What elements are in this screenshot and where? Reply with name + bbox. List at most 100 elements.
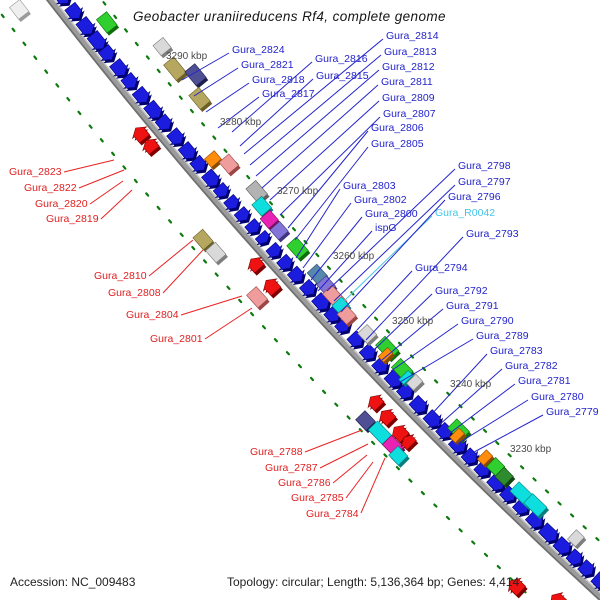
- gene-block[interactable]: [406, 373, 424, 391]
- gene-label-Gura_2807[interactable]: Gura_2807: [383, 108, 436, 120]
- gene-block[interactable]: [286, 236, 309, 260]
- gene-arrow[interactable]: [129, 122, 152, 144]
- gene-label-Gura_2811[interactable]: Gura_2811: [381, 76, 433, 88]
- gene-arrow[interactable]: [52, 0, 75, 9]
- gene-arrow[interactable]: [264, 241, 285, 262]
- gene-arrow[interactable]: [222, 193, 243, 214]
- gene-label-Gura_2793[interactable]: Gura_2793: [466, 228, 519, 240]
- gene-block[interactable]: [357, 324, 378, 344]
- gene-arrow[interactable]: [63, 1, 86, 24]
- gene-label-Gura_2815[interactable]: Gura_2815: [316, 70, 369, 82]
- gene-label-Gura_2813[interactable]: Gura_2813: [384, 46, 437, 58]
- gene-arrow[interactable]: [551, 535, 575, 559]
- gene-block[interactable]: [205, 241, 227, 264]
- gene-arrow[interactable]: [275, 252, 297, 274]
- gene-label-Gura_2790[interactable]: Gura_2790: [461, 315, 514, 327]
- gene-arrow[interactable]: [165, 126, 188, 149]
- gene-block[interactable]: [355, 410, 376, 431]
- gene-arrow[interactable]: [537, 521, 562, 546]
- gene-block[interactable]: [184, 63, 207, 87]
- gene-arrow[interactable]: [243, 217, 264, 238]
- gene-block[interactable]: [152, 36, 172, 57]
- gene-arrow[interactable]: [564, 547, 587, 570]
- gene-arrow[interactable]: [398, 431, 419, 451]
- gene-label-Gura_2787[interactable]: Gura_2787: [265, 462, 318, 474]
- gene-arrow[interactable]: [253, 229, 273, 248]
- gene-arrow[interactable]: [142, 99, 167, 124]
- gene-block[interactable]: [388, 445, 409, 466]
- gene-label-Gura_2794[interactable]: Gura_2794: [415, 262, 468, 274]
- gene-block[interactable]: [246, 286, 269, 309]
- gene-block[interactable]: [251, 195, 272, 217]
- gene-label-Gura_2819[interactable]: Gura_2819: [46, 213, 99, 225]
- gene-label-ispG[interactable]: ispG: [375, 222, 397, 234]
- gene-label-Gura_2817[interactable]: Gura_2817: [262, 88, 315, 100]
- gene-label-Gura_2783[interactable]: Gura_2783: [490, 345, 543, 357]
- gene-label-Gura_2821[interactable]: Gura_2821: [241, 59, 294, 71]
- gene-arrow[interactable]: [211, 181, 232, 202]
- gene-label-Gura_2816[interactable]: Gura_2816: [315, 53, 368, 65]
- gene-label-Gura_2779[interactable]: Gura_2779: [546, 406, 599, 418]
- gene-arrow[interactable]: [96, 43, 119, 65]
- gene-label-Gura_2784[interactable]: Gura_2784: [306, 508, 359, 520]
- gene-label-Gura_2788[interactable]: Gura_2788: [250, 446, 303, 458]
- gene-label-Gura_2820[interactable]: Gura_2820: [35, 198, 88, 210]
- gene-arrow[interactable]: [108, 57, 132, 81]
- gene-label-Gura_2805[interactable]: Gura_2805: [371, 138, 424, 150]
- gene-label-Gura_2812[interactable]: Gura_2812: [382, 61, 435, 73]
- gene-block[interactable]: [336, 305, 357, 326]
- gene-block[interactable]: [192, 228, 214, 251]
- gene-label-Gura_2808[interactable]: Gura_2808: [108, 287, 161, 299]
- gene-label-Gura_2791[interactable]: Gura_2791: [446, 300, 499, 312]
- gene-arrow[interactable]: [119, 71, 142, 93]
- gene-label-Gura_2786[interactable]: Gura_2786: [278, 477, 331, 489]
- gene-label-Gura_2822[interactable]: Gura_2822: [24, 182, 77, 194]
- gene-label-Gura_2782[interactable]: Gura_2782: [505, 360, 558, 372]
- gene-label-Gura_2801[interactable]: Gura_2801: [150, 333, 203, 345]
- gene-arrow[interactable]: [364, 391, 386, 413]
- gene-label-Gura_2796[interactable]: Gura_2796: [448, 191, 501, 203]
- gene-arrow[interactable]: [407, 394, 431, 418]
- gene-label-Gura_2800[interactable]: Gura_2800: [365, 208, 418, 220]
- gene-label-Gura_2785[interactable]: Gura_2785: [291, 492, 344, 504]
- gene-arrow[interactable]: [232, 205, 253, 226]
- gene-arrow[interactable]: [259, 274, 282, 297]
- gene-block[interactable]: [9, 0, 30, 20]
- gene-arrow[interactable]: [200, 167, 224, 191]
- gene-arrow[interactable]: [130, 85, 153, 108]
- gene-label-Gura_2802[interactable]: Gura_2802: [354, 194, 407, 206]
- gene-block[interactable]: [259, 209, 279, 229]
- gene-block[interactable]: [523, 493, 548, 518]
- gene-block[interactable]: [163, 56, 187, 81]
- gene-arrow[interactable]: [85, 29, 110, 54]
- gene-label-Gura_2789[interactable]: Gura_2789: [476, 330, 529, 342]
- gene-label-Gura_2810[interactable]: Gura_2810: [94, 270, 147, 282]
- gene-arrow[interactable]: [421, 408, 445, 432]
- gene-label-Gura_2781[interactable]: Gura_2781: [518, 375, 571, 387]
- gene-block[interactable]: [95, 11, 118, 34]
- gene-block[interactable]: [203, 150, 222, 168]
- gene-arrow[interactable]: [188, 154, 211, 176]
- gene-arrow[interactable]: [546, 589, 569, 600]
- gene-arrow[interactable]: [375, 405, 398, 428]
- gene-block[interactable]: [567, 529, 585, 548]
- gene-arrow[interactable]: [589, 570, 600, 593]
- gene-label-Gura_2780[interactable]: Gura_2780: [531, 391, 584, 403]
- gene-block[interactable]: [494, 466, 514, 487]
- gene-arrow[interactable]: [285, 264, 308, 286]
- gene-label-Gura_2818[interactable]: Gura_2818: [252, 74, 305, 86]
- gene-label-Gura_2803[interactable]: Gura_2803: [343, 180, 396, 192]
- gene-block[interactable]: [269, 220, 289, 241]
- gene-label-Gura_R0042[interactable]: Gura_R0042: [435, 207, 496, 219]
- gene-block[interactable]: [449, 427, 465, 444]
- gene-label-Gura_2806[interactable]: Gura_2806: [371, 122, 424, 134]
- gene-arrow[interactable]: [139, 135, 161, 157]
- gene-block[interactable]: [377, 347, 394, 363]
- gene-label-Gura_2814[interactable]: Gura_2814: [386, 30, 439, 42]
- gene-arrow[interactable]: [176, 140, 200, 164]
- gene-arrow[interactable]: [388, 421, 411, 444]
- gene-arrow[interactable]: [576, 558, 599, 581]
- gene-label-Gura_2797[interactable]: Gura_2797: [458, 176, 511, 188]
- gene-label-Gura_2792[interactable]: Gura_2792: [435, 285, 488, 297]
- gene-label-Gura_2798[interactable]: Gura_2798: [458, 160, 511, 172]
